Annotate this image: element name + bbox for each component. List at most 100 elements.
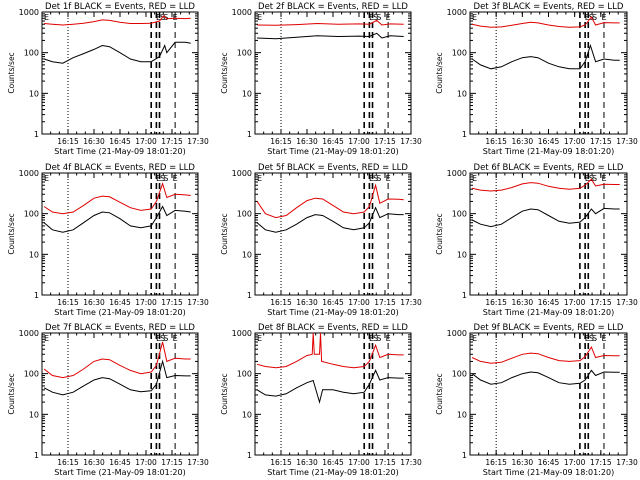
x-tick-label: 17:15	[161, 458, 183, 467]
x-tick-label: 16:45	[109, 298, 131, 307]
panel-title: Det 5f BLACK = Events, RED = LLD	[258, 163, 408, 173]
y-tick-label: 10	[457, 89, 467, 98]
y-tick-label: 1	[34, 291, 39, 300]
x-tick-label: 17:00	[348, 298, 370, 307]
y-tick-label: 1	[462, 291, 467, 300]
event-marker-left: E	[472, 174, 477, 183]
series-black	[257, 32, 404, 40]
panel-det-1: Det 1f BLACK = Events, RED = LLD 1 10 100 10…	[7, 2, 209, 156]
event-marker-S: S	[589, 174, 594, 183]
x-axis-label: Start Time (21-May-09 18:01:20)	[483, 308, 614, 317]
y-tick-label: 10	[242, 250, 252, 259]
y-tick-label: 10	[457, 410, 467, 419]
x-tick-label: 16:15	[270, 458, 292, 467]
x-tick-label: 17:15	[374, 458, 396, 467]
y-tick-label: 1000	[19, 169, 39, 178]
event-marker-E: E	[369, 334, 374, 343]
series-black	[471, 207, 620, 228]
y-tick-label: 10	[242, 89, 252, 98]
y-axis-label: Counts/sec	[220, 213, 229, 254]
x-tick-label: 17:30	[187, 458, 209, 467]
x-tick-label: 17:00	[564, 137, 586, 146]
event-marker-E: E	[601, 174, 606, 183]
series-red	[471, 178, 620, 192]
event-marker-S: S	[592, 334, 597, 343]
y-tick-label: 1	[462, 130, 467, 139]
series-red	[44, 15, 191, 26]
y-tick-label: 1	[247, 451, 252, 460]
y-tick-label: 100	[237, 49, 252, 58]
x-axis-label: Start Time (21-May-09 18:01:20)	[267, 147, 398, 156]
y-tick-label: 1	[462, 451, 467, 460]
panel-det-8: Det 8f BLACK = Events, RED = LLD 1 10 100 10…	[220, 323, 422, 477]
panel-det-4: Det 4f BLACK = Events, RED = LLD 1 10 100 10…	[7, 163, 209, 317]
plot-frame	[469, 172, 628, 296]
y-tick-label: 1000	[232, 169, 252, 178]
plot-frame	[254, 172, 412, 296]
event-marker-E: E	[386, 334, 391, 343]
x-tick-label: 16:45	[322, 298, 344, 307]
x-tick-label: 17:00	[348, 137, 370, 146]
y-tick-label: 100	[237, 370, 252, 379]
x-axis-label: Start Time (21-May-09 18:01:20)	[54, 308, 185, 317]
x-tick-label: 16:45	[538, 137, 560, 146]
y-tick-label: 10	[29, 89, 39, 98]
y-tick-label: 100	[452, 210, 467, 219]
x-tick-label: 16:15	[485, 137, 507, 146]
y-tick-label: 100	[24, 210, 39, 219]
y-tick-label: 10	[457, 250, 467, 259]
event-marker-S: S	[160, 334, 165, 343]
x-tick-label: 16:30	[512, 458, 534, 467]
x-tick-label: 16:15	[485, 458, 507, 467]
x-tick-label: 16:15	[270, 137, 292, 146]
panel-title: Det 1f BLACK = Events, RED = LLD	[45, 2, 195, 12]
series-black	[43, 41, 191, 64]
x-tick-label: 16:45	[109, 458, 131, 467]
event-marker-E: E	[386, 13, 391, 22]
x-tick-label: 17:30	[616, 298, 638, 307]
panel-title: Det 7f BLACK = Events, RED = LLD	[45, 323, 195, 333]
y-tick-label: 1000	[19, 8, 39, 17]
x-tick-label: 16:45	[538, 298, 560, 307]
panel-det-2: Det 2f BLACK = Events, RED = LLD 1 10 100 10…	[220, 2, 422, 156]
plot-frame	[41, 172, 199, 296]
y-tick-label: 10	[29, 410, 39, 419]
series-red	[256, 183, 404, 219]
series-black	[256, 369, 404, 405]
event-marker-S: S	[373, 334, 378, 343]
series-red	[256, 332, 404, 369]
x-tick-label: 16:30	[512, 137, 534, 146]
y-tick-label: 1000	[447, 169, 467, 178]
x-tick-label: 17:00	[348, 458, 370, 467]
y-tick-label: 100	[452, 370, 467, 379]
x-axis-label: Start Time (21-May-09 18:01:20)	[483, 147, 614, 156]
y-tick-label: 10	[242, 410, 252, 419]
x-tick-label: 16:30	[296, 458, 318, 467]
x-axis-label: Start Time (21-May-09 18:01:20)	[267, 468, 398, 477]
series-red	[471, 16, 620, 28]
panel-title: Det 4f BLACK = Events, RED = LLD	[45, 163, 195, 173]
series-black	[471, 369, 620, 385]
event-marker-S: S	[376, 13, 381, 22]
event-marker-left: E	[44, 13, 49, 22]
event-marker-E: E	[601, 334, 606, 343]
x-tick-label: 16:45	[322, 137, 344, 146]
panel-title: Det 9f BLACK = Events, RED = LLD	[474, 323, 624, 333]
x-tick-label: 17:30	[616, 458, 638, 467]
event-marker-left: E	[472, 334, 477, 343]
series-red	[43, 181, 191, 215]
x-tick-label: 17:00	[135, 458, 157, 467]
event-marker-E: E	[156, 13, 161, 22]
event-marker-S: S	[376, 174, 381, 183]
y-axis-label: Counts/sec	[7, 373, 16, 414]
series-red	[43, 341, 191, 379]
y-axis-label: Counts/sec	[220, 373, 229, 414]
x-axis-label: Start Time (21-May-09 18:01:20)	[54, 147, 185, 156]
event-marker-E: E	[386, 174, 391, 183]
event-marker-S: S	[376, 334, 381, 343]
y-tick-label: 1	[247, 291, 252, 300]
y-tick-label: 1	[34, 451, 39, 460]
x-tick-label: 16:15	[57, 298, 79, 307]
event-marker-S: S	[592, 174, 597, 183]
